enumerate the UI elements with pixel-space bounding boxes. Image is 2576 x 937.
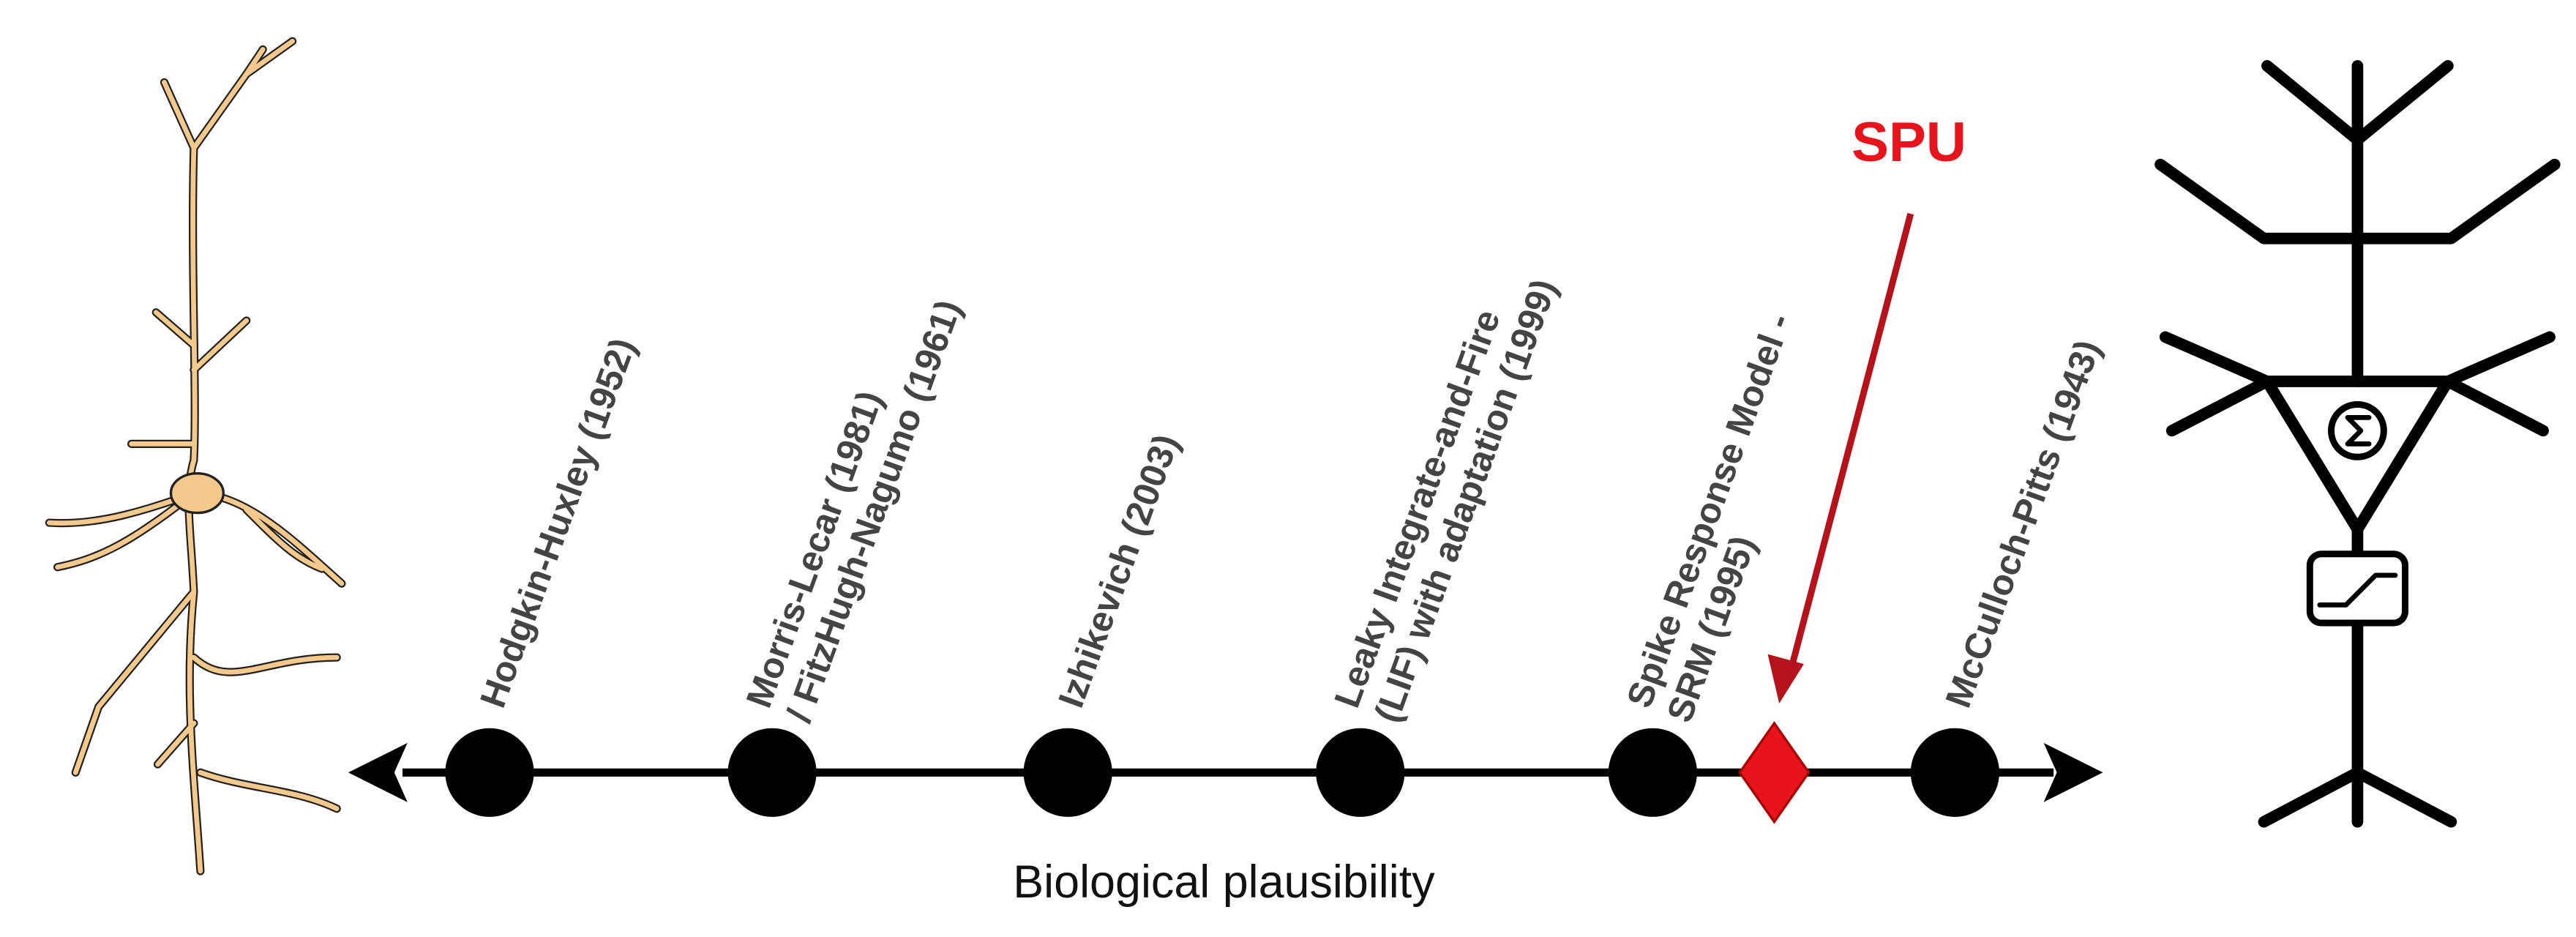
model-dot: [1910, 728, 2000, 817]
model-label-line: McCulloch-Pitts (1943): [1938, 335, 2108, 712]
model-dot: [445, 728, 534, 817]
model-label: Izhikevich (2003): [1051, 429, 1187, 713]
model-label: McCulloch-Pitts (1943): [1938, 335, 2108, 712]
highlight-marker: [1738, 721, 1811, 824]
model-label: Spike Response Model -SRM (1995): [1620, 308, 1840, 727]
model-dot: [1608, 728, 1697, 817]
model-label-line: Izhikevich (2003): [1051, 429, 1187, 713]
highlight-arrowhead: [1767, 654, 1804, 704]
models: Hodgkin-Huxley (1952) Morris-Lecar (1981)…: [445, 259, 2108, 817]
axis-arrow-right: [2043, 742, 2103, 802]
biological-neuron: [45, 37, 346, 876]
model-dot: [1316, 728, 1405, 817]
artificial-neuron: [2154, 60, 2561, 828]
model-label: Hodgkin-Huxley (1952): [473, 333, 644, 713]
model-label-line: Hodgkin-Huxley (1952): [473, 333, 644, 713]
model-label: Morris-Lecar (1981)/ FitzHugh-Nagumo (19…: [738, 280, 969, 728]
highlight-arrow: [1787, 212, 1914, 672]
axis-label: Biological plausibility: [1013, 856, 1435, 908]
model-label: Leaky Integrate-and-Fire(LIF) with adapt…: [1327, 259, 1565, 727]
model-dot: [727, 728, 817, 817]
axis-arrow-left: [348, 742, 408, 802]
model-dot: [1023, 728, 1112, 817]
highlight-label: SPU: [1852, 111, 1966, 173]
